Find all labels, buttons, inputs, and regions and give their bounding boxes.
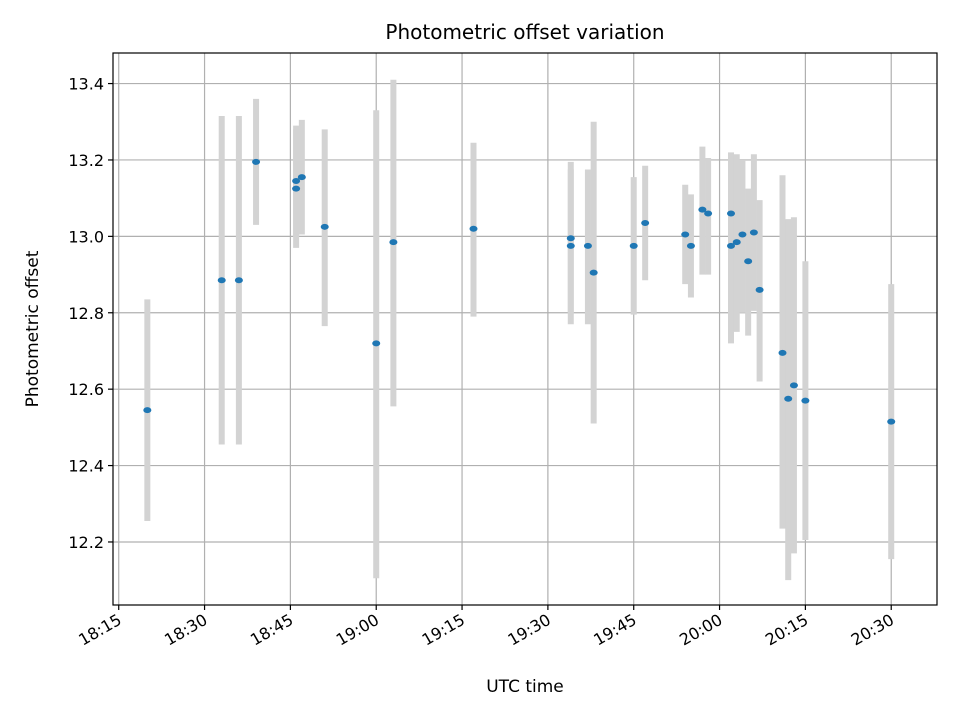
y-axis: 12.2 12.4 12.6 12.8 13.0 13.2 13.4	[68, 75, 113, 552]
data-point	[234, 277, 243, 284]
data-point	[143, 407, 152, 414]
data-point	[589, 269, 598, 276]
y-tick-label: 13.0	[68, 227, 104, 246]
data-point	[297, 174, 306, 181]
data-point	[681, 231, 690, 238]
y-tick-label: 12.4	[68, 457, 104, 476]
data-point	[217, 277, 226, 284]
data-point	[583, 242, 592, 249]
y-tick-label: 13.4	[68, 75, 104, 94]
y-axis-title: Photometric offset	[23, 250, 43, 407]
data-point	[744, 258, 753, 265]
data-point	[686, 242, 695, 249]
data-point	[727, 210, 735, 217]
data-point	[566, 235, 575, 242]
data-point	[252, 158, 261, 165]
data-point	[292, 177, 301, 184]
data-point	[738, 231, 747, 238]
data-point	[566, 242, 575, 249]
x-axis-title: UTC time	[486, 677, 564, 697]
data-point	[784, 395, 793, 402]
y-tick-label: 12.6	[68, 380, 104, 399]
data-point	[778, 349, 787, 356]
data-point	[320, 223, 329, 230]
data-point	[641, 219, 650, 226]
plot-frame	[112, 52, 938, 606]
chart-title: Photometric offset variation	[385, 20, 664, 44]
data-point	[887, 418, 896, 425]
y-tick-label: 12.8	[68, 304, 104, 323]
data-point	[727, 242, 735, 249]
data-point	[469, 225, 478, 232]
data-point	[801, 397, 810, 404]
y-tick-label: 13.2	[68, 151, 104, 170]
data-point	[749, 229, 758, 236]
grid	[113, 53, 937, 605]
data-point	[698, 206, 707, 213]
data-point	[755, 286, 764, 293]
data-point	[789, 382, 798, 389]
data-points	[143, 158, 896, 425]
data-point	[372, 340, 381, 347]
data-point	[732, 239, 741, 246]
y-tick-label: 12.2	[68, 533, 104, 552]
data-point	[629, 242, 638, 249]
data-point	[704, 210, 713, 217]
data-point	[389, 239, 398, 246]
data-point	[292, 185, 301, 192]
